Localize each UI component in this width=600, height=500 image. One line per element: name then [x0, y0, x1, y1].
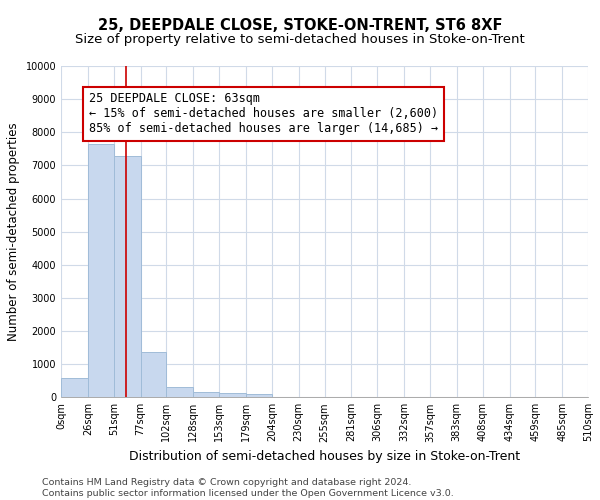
Bar: [166, 387, 193, 398]
Text: 25 DEEPDALE CLOSE: 63sqm
← 15% of semi-detached houses are smaller (2,600)
85% o: 25 DEEPDALE CLOSE: 63sqm ← 15% of semi-d…: [89, 92, 438, 136]
Bar: [193, 392, 219, 398]
Bar: [88, 144, 113, 398]
Text: 25, DEEPDALE CLOSE, STOKE-ON-TRENT, ST6 8XF: 25, DEEPDALE CLOSE, STOKE-ON-TRENT, ST6 …: [98, 18, 502, 32]
Text: Contains HM Land Registry data © Crown copyright and database right 2024.
Contai: Contains HM Land Registry data © Crown c…: [42, 478, 454, 498]
Y-axis label: Number of semi-detached properties: Number of semi-detached properties: [7, 122, 20, 341]
Bar: [140, 352, 166, 398]
X-axis label: Distribution of semi-detached houses by size in Stoke-on-Trent: Distribution of semi-detached houses by …: [129, 450, 520, 463]
Bar: [113, 156, 140, 398]
Text: Size of property relative to semi-detached houses in Stoke-on-Trent: Size of property relative to semi-detach…: [75, 32, 525, 46]
Bar: [219, 394, 246, 398]
Bar: [246, 394, 272, 398]
Bar: [61, 378, 88, 398]
